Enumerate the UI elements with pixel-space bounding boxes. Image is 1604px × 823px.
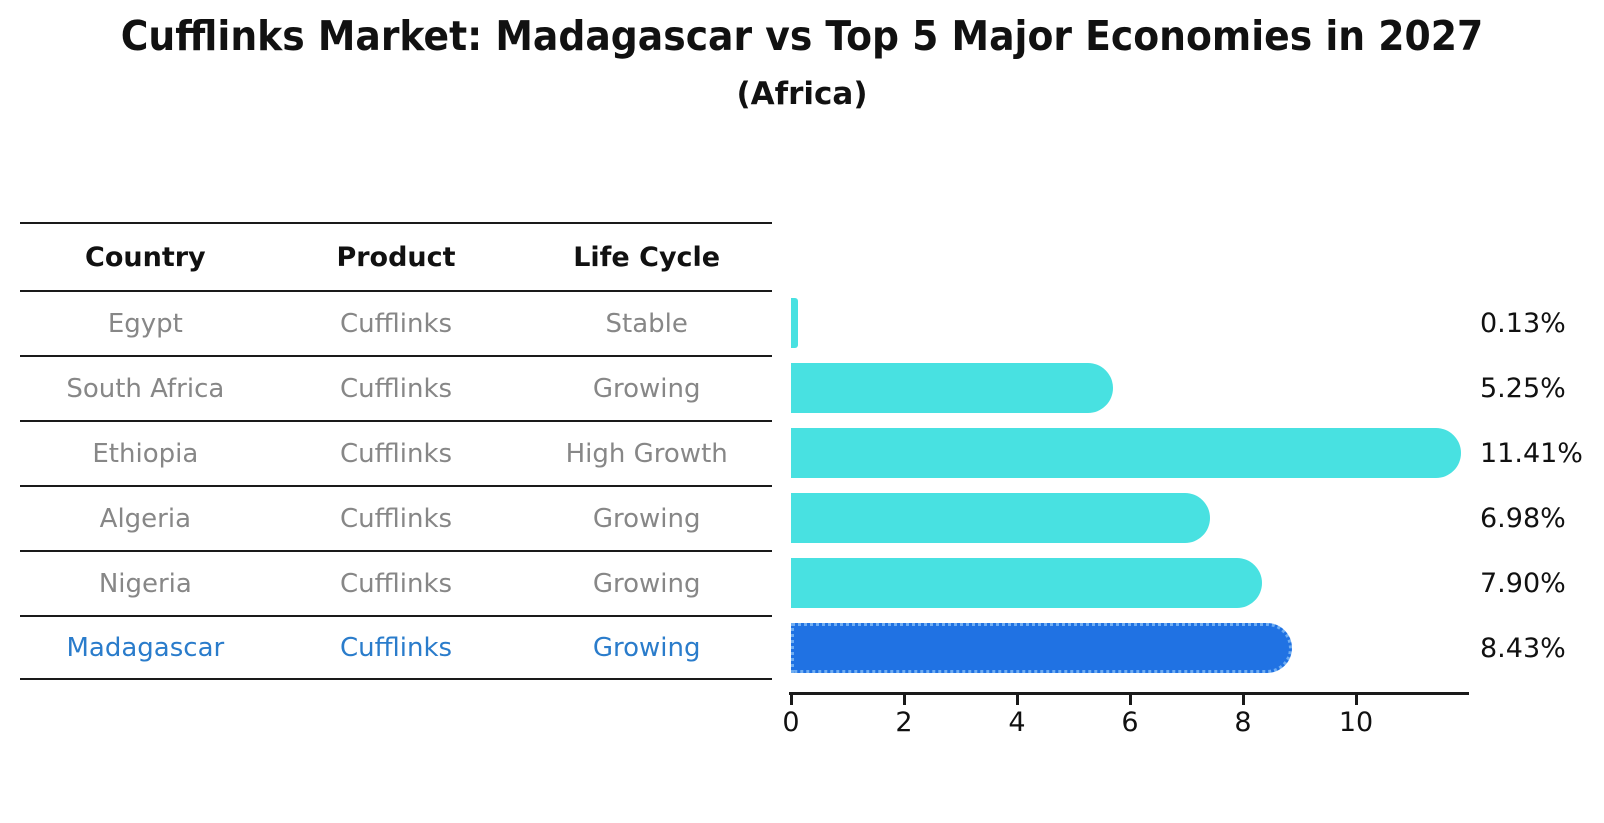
table-header-life-cycle: Life Cycle xyxy=(573,241,721,273)
table-row-egypt: Egypt Cufflinks Stable xyxy=(20,290,772,355)
cell-south-africa-country: South Africa xyxy=(66,373,225,404)
x-axis-tick-label-6: 6 xyxy=(1121,707,1139,738)
table-row-south-africa: South Africa Cufflinks Growing xyxy=(20,355,772,420)
table-header-product: Product xyxy=(336,241,456,273)
comparison-table: Country Product Life Cycle Egypt Cufflinks St… xyxy=(20,222,772,680)
bar-madagascar xyxy=(791,623,1292,673)
value-label-egypt: 0.13% xyxy=(1480,307,1566,339)
value-label-nigeria: 7.90% xyxy=(1480,567,1566,599)
cell-algeria-life-cycle: Growing xyxy=(592,503,701,534)
cell-south-africa-product: Cufflinks xyxy=(339,373,453,404)
table-header-country: Country xyxy=(85,241,206,273)
cell-algeria-country: Algeria xyxy=(99,503,192,534)
table-row-algeria: Algeria Cufflinks Growing xyxy=(20,485,772,550)
cell-nigeria-product: Cufflinks xyxy=(339,568,453,599)
page-title: Cufflinks Market: Madagascar vs Top 5 Ma… xyxy=(120,12,1484,60)
table-row-madagascar: Madagascar Cufflinks Growing xyxy=(20,615,772,680)
cell-egypt-product: Cufflinks xyxy=(339,308,453,339)
cell-nigeria-country: Nigeria xyxy=(98,568,192,599)
bar-ethiopia xyxy=(791,428,1461,478)
page-subtitle: (Africa) xyxy=(736,76,868,112)
value-label-madagascar: 8.43% xyxy=(1480,632,1566,664)
cell-egypt-life-cycle: Stable xyxy=(605,308,688,339)
bar-algeria xyxy=(791,493,1210,543)
x-axis-tick-label-8: 8 xyxy=(1234,707,1252,738)
x-axis-tick-6 xyxy=(1128,694,1132,705)
x-axis-tick-label-10: 10 xyxy=(1338,707,1374,738)
x-axis-tick-2 xyxy=(902,694,906,705)
cell-madagascar-country: Madagascar xyxy=(66,632,225,663)
x-axis-tick-label-0: 0 xyxy=(782,707,800,738)
x-axis-tick-label-4: 4 xyxy=(1008,707,1026,738)
x-axis-tick-8 xyxy=(1241,694,1245,705)
x-axis-tick-10 xyxy=(1354,694,1358,705)
bar-nigeria xyxy=(791,558,1262,608)
x-axis-tick-4 xyxy=(1015,694,1019,705)
value-label-south-africa: 5.25% xyxy=(1480,372,1566,404)
x-axis-line xyxy=(789,692,1469,695)
table-row-ethiopia: Ethiopia Cufflinks High Growth xyxy=(20,420,772,485)
bar-egypt xyxy=(791,298,798,348)
x-axis-tick-0 xyxy=(789,694,793,705)
cell-madagascar-life-cycle: Growing xyxy=(592,632,701,663)
table-row-nigeria: Nigeria Cufflinks Growing xyxy=(20,550,772,615)
bar-south-africa xyxy=(791,363,1113,413)
cell-south-africa-life-cycle: Growing xyxy=(592,373,701,404)
value-label-ethiopia: 11.41% xyxy=(1480,437,1583,469)
cell-egypt-country: Egypt xyxy=(107,308,183,339)
cell-ethiopia-product: Cufflinks xyxy=(339,438,453,469)
cell-madagascar-product: Cufflinks xyxy=(339,632,453,663)
cell-ethiopia-life-cycle: High Growth xyxy=(565,438,728,469)
table-row-header: Country Product Life Cycle xyxy=(20,222,772,290)
x-axis-tick-label-2: 2 xyxy=(895,707,913,738)
cell-algeria-product: Cufflinks xyxy=(339,503,453,534)
cell-nigeria-life-cycle: Growing xyxy=(592,568,701,599)
value-label-algeria: 6.98% xyxy=(1480,502,1566,534)
cell-ethiopia-country: Ethiopia xyxy=(92,438,199,469)
